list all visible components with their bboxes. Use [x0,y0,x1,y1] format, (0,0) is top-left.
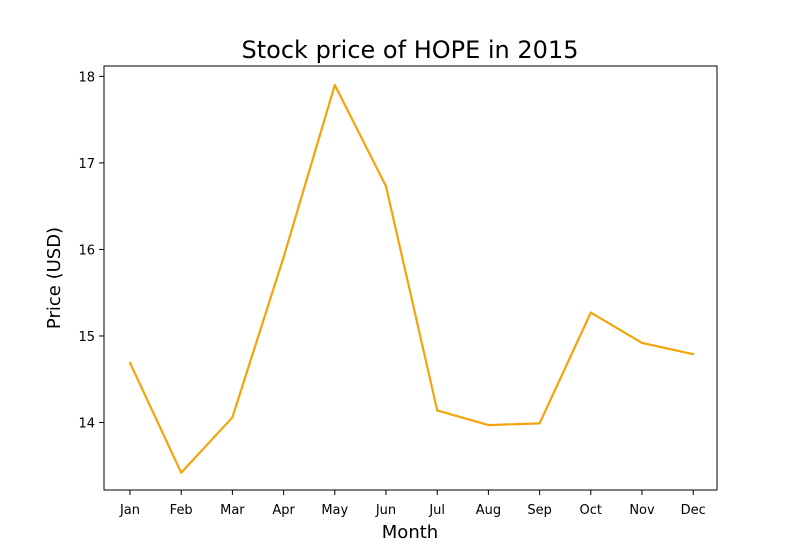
data-point-dec [692,353,695,356]
price-series-line [128,83,695,474]
y-axis: 14 15 16 17 18 [78,70,104,432]
y-tick-label: 17 [78,157,95,172]
x-tick-label: Oct [580,503,602,518]
x-tick-label: Feb [170,503,193,518]
data-points [128,83,695,474]
x-tick-label: Aug [476,503,501,518]
data-point-mar [231,416,234,419]
data-point-may [333,83,336,87]
data-point-nov [640,341,644,344]
x-tick-label: Apr [272,503,295,518]
data-point-aug [487,424,490,427]
data-point-sep [538,422,541,425]
y-tick-label: 15 [78,330,95,345]
data-point-jan [128,361,132,364]
y-tick-label: 18 [78,70,95,85]
data-point-jul [436,409,439,412]
x-tick-label: Jun [375,503,396,518]
y-tick-label: 14 [78,417,95,432]
data-point-feb [180,471,183,474]
x-tick-label: Mar [220,503,245,518]
x-tick-label: Jul [428,503,445,518]
x-tick-label: Nov [629,503,655,518]
data-point-jun [384,185,388,188]
y-tick-label: 16 [78,243,95,258]
x-tick-label: Dec [681,503,706,518]
x-axis: Jan Feb Mar Apr May Jun Jul Aug Sep Oct Nov Dec [119,490,706,518]
x-axis-label: Month [382,522,438,543]
data-point-oct [589,311,592,314]
x-tick-label: May [321,503,348,518]
chart-title: Stock price of HOPE in 2015 [242,36,579,64]
plot-frame [103,65,718,491]
data-point-apr [282,256,285,259]
x-tick-label: Jan [119,503,140,518]
x-tick-label: Sep [527,503,552,518]
y-axis-label: Price (USD) [44,227,65,329]
